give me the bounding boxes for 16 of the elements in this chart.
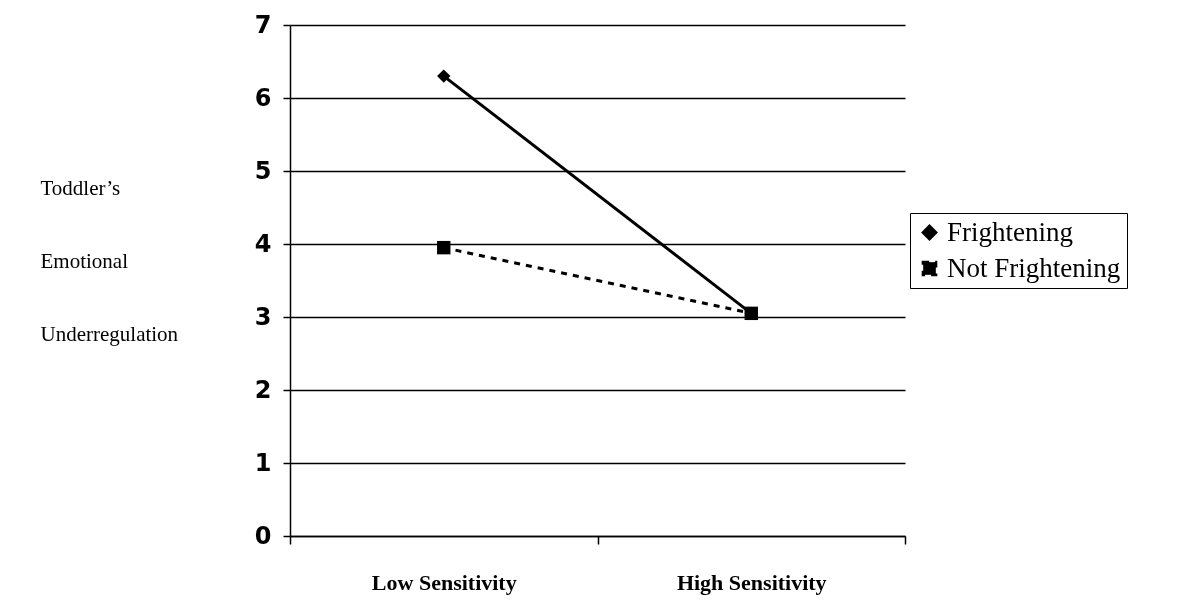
y-tick-label: 4 xyxy=(254,229,272,258)
point xyxy=(437,69,451,83)
y-tick-label: 3 xyxy=(254,302,272,331)
text: Toddler’s Emotional Underregulation xyxy=(40,176,179,347)
legend-label: Not Frightening xyxy=(947,252,1121,283)
y-tick-label: 6 xyxy=(254,83,272,112)
y-tick-label: 7 xyxy=(254,10,272,39)
x-tick-label: High Sensitivity xyxy=(676,569,827,595)
y-tick-label: 2 xyxy=(254,375,272,404)
point xyxy=(744,306,758,321)
y-tick-label: 5 xyxy=(254,156,272,185)
y-tick-label: 0 xyxy=(254,521,272,550)
point xyxy=(437,240,451,255)
legend-label: Frightening xyxy=(947,216,1073,247)
x-tick-label: Low Sensitivity xyxy=(371,569,517,595)
y-tick-label: 1 xyxy=(254,448,272,477)
